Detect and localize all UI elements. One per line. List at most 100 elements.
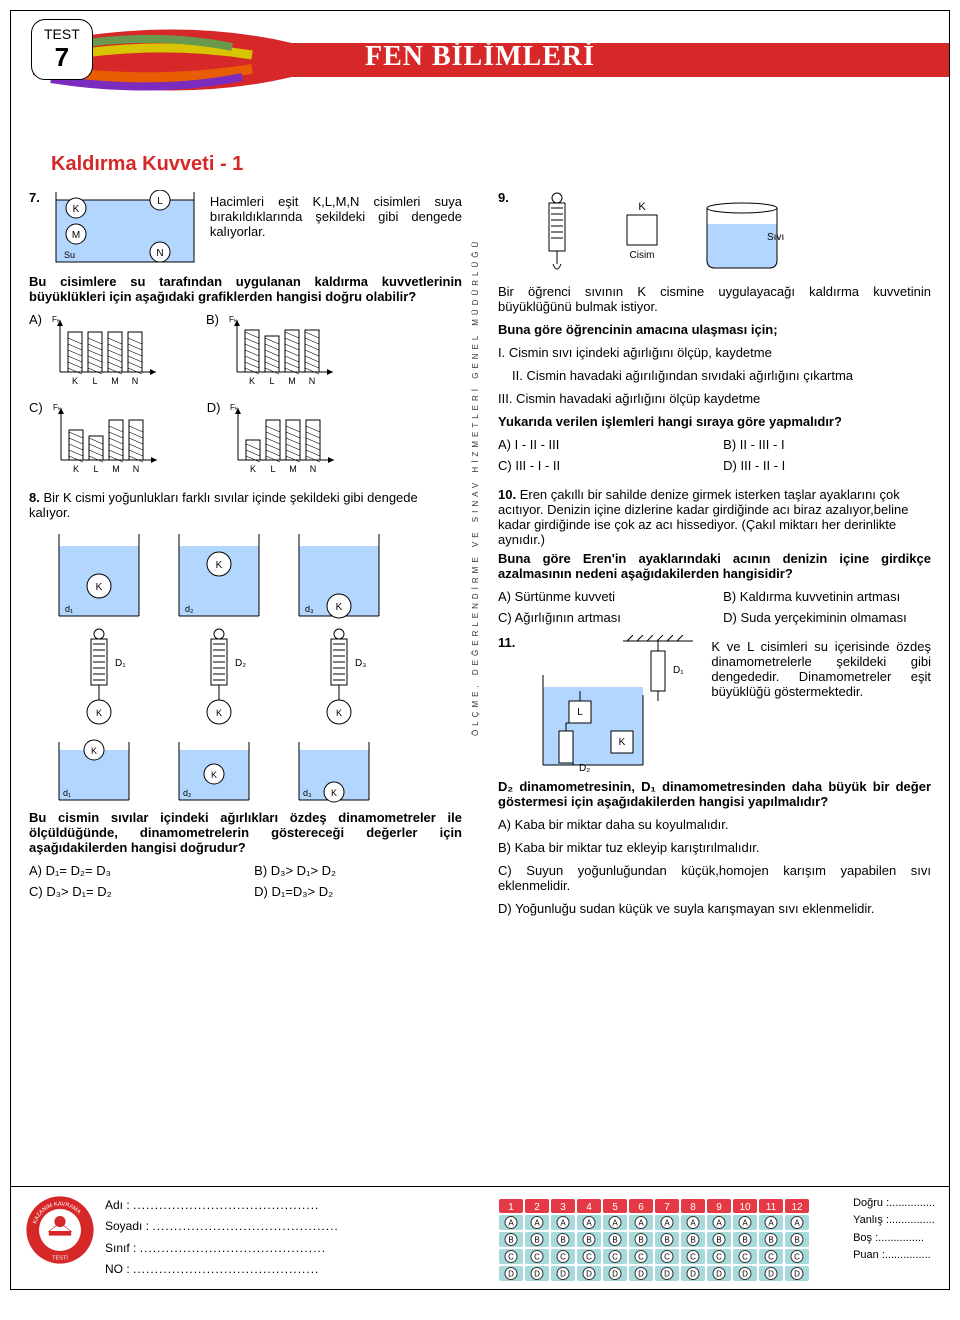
svg-text:d₁: d₁	[63, 788, 71, 798]
svg-text:L: L	[93, 464, 98, 474]
svg-text:B: B	[638, 1235, 643, 1244]
svg-text:K: K	[250, 464, 256, 474]
svg-text:K: K	[96, 708, 102, 718]
svg-text:N: N	[132, 376, 139, 386]
svg-text:B: B	[690, 1235, 695, 1244]
svg-text:B: B	[508, 1235, 513, 1244]
svg-text:K: K	[211, 770, 217, 780]
svg-text:10: 10	[740, 1202, 752, 1213]
header: TEST 7 FEN BİLİMLERİ	[11, 11, 949, 151]
svg-text:K: K	[73, 204, 80, 215]
q7-chart-A: A) FₖKLMN	[29, 312, 166, 392]
question-11: 11. D₁	[498, 635, 931, 916]
q11-figure: D₁ L K	[523, 635, 703, 775]
svg-text:Sıvı: Sıvı	[767, 232, 784, 243]
svg-text:C: C	[638, 1252, 644, 1261]
svg-text:A: A	[534, 1218, 540, 1227]
question-7: 7. K M L N Su Hacimleri eşit K	[29, 190, 462, 480]
svg-text:B: B	[742, 1235, 747, 1244]
svg-text:A: A	[794, 1218, 800, 1227]
svg-text:L: L	[271, 464, 276, 474]
svg-text:9: 9	[716, 1202, 722, 1213]
q7-chart-B: B) FₖKLMN	[206, 312, 343, 392]
q8-opt-B: B) D₃> D₁> D₂	[254, 863, 462, 878]
q11-intro: K ve L cisimleri su içerisinde özdeş din…	[711, 639, 931, 767]
svg-text:C: C	[690, 1252, 696, 1261]
svg-text:d₃: d₃	[305, 604, 314, 614]
q8-figure-dynos: KD₁KD₂KD₃	[29, 626, 409, 736]
q7-chart-C: C) FₖKLMN	[29, 400, 167, 480]
svg-text:B: B	[794, 1235, 799, 1244]
q11-opt-A: A) Kaba bir miktar daha su koyulmalıdır.	[498, 817, 931, 832]
answer-bubble-grid[interactable]: 123456789101112AAAAAAAAAAAABBBBBBBBBBBBC…	[493, 1195, 833, 1281]
q11-number: 11.	[498, 635, 515, 775]
svg-text:4: 4	[586, 1202, 592, 1213]
svg-text:M: M	[288, 376, 296, 386]
q7-number: 7.	[29, 190, 40, 205]
svg-text:D₂: D₂	[579, 763, 590, 774]
svg-text:D: D	[560, 1269, 566, 1278]
page-title: FEN BİLİMLERİ	[11, 41, 949, 73]
question-10: 10. Eren çakıllı bir sahilde denize girm…	[498, 487, 931, 625]
svg-text:M: M	[72, 230, 80, 241]
q10-opt-B: B) Kaldırma kuvvetinin artması	[723, 589, 931, 604]
q8-figure-beakers2: Kd₁ Kd₂ Kd₃	[29, 736, 409, 806]
svg-text:C: C	[742, 1252, 748, 1261]
svg-text:7: 7	[664, 1202, 670, 1213]
svg-text:M: M	[111, 376, 119, 386]
svg-text:D: D	[690, 1269, 696, 1278]
svg-text:K: K	[249, 376, 255, 386]
svg-text:K: K	[331, 788, 337, 798]
svg-text:L: L	[157, 196, 163, 207]
svg-text:12: 12	[792, 1202, 804, 1213]
svg-text:B: B	[664, 1235, 669, 1244]
svg-text:D: D	[612, 1269, 618, 1278]
question-9: 9. K Cisim	[498, 190, 931, 473]
svg-text:K: K	[91, 746, 97, 756]
topic-heading: Kaldırma Kuvveti - 1	[11, 151, 949, 184]
seal-icon: KAZANIM KAVRAMA TESTİ	[25, 1195, 95, 1265]
q10-opt-D: D) Suda yerçekiminin olmaması	[723, 610, 931, 625]
svg-text:L: L	[578, 707, 584, 718]
q11-q: D₂ dinamometresinin, D₁ dinamometresinde…	[498, 779, 931, 809]
svg-text:d₂: d₂	[183, 788, 192, 798]
svg-text:C: C	[716, 1252, 722, 1261]
q10-number: 10.	[498, 487, 516, 502]
q7-intro: Hacimleri eşit K,L,M,N cisimleri suya bı…	[210, 194, 462, 262]
svg-text:N: N	[132, 464, 139, 474]
svg-text:K: K	[72, 376, 78, 386]
q10-intro: Eren çakıllı bir sahilde denize girmek i…	[498, 487, 908, 547]
svg-text:B: B	[612, 1235, 617, 1244]
svg-text:A: A	[690, 1218, 696, 1227]
q8-opt-C: C) D₃> D₁= D₂	[29, 884, 237, 899]
svg-text:A: A	[612, 1218, 618, 1227]
svg-text:B: B	[560, 1235, 565, 1244]
svg-text:D: D	[716, 1269, 722, 1278]
svg-text:M: M	[112, 464, 120, 474]
q9-ii: II. Cismin havadaki ağırılığından sıvıda…	[498, 368, 931, 383]
q9-opt-C: C) III - I - II	[498, 458, 706, 473]
q8-opt-D: D) D₁=D₃> D₂	[254, 884, 462, 899]
q7-charts-row1: A) FₖKLMN B) FₖKLMN	[29, 312, 462, 392]
svg-text:Cisim: Cisim	[629, 250, 654, 261]
svg-text:A: A	[768, 1218, 774, 1227]
svg-text:Fₖ: Fₖ	[229, 315, 237, 324]
svg-text:d₃: d₃	[303, 788, 312, 798]
svg-text:C: C	[508, 1252, 514, 1261]
q8-question: Bu cismin sıvılar içindeki ağırlıkları ö…	[29, 810, 462, 855]
right-column: 9. K Cisim	[480, 184, 949, 930]
svg-text:11: 11	[766, 1202, 777, 1213]
q9-figure: K Cisim Sıvı	[517, 190, 797, 280]
svg-text:D: D	[794, 1269, 800, 1278]
svg-text:K: K	[96, 582, 103, 593]
columns: ÖLÇME, DEĞERLENDİRME VE SINAV HİZMETLERİ…	[11, 184, 949, 930]
q8-intro: Bir K cismi yoğunlukları farklı sıvılar …	[29, 490, 418, 520]
svg-text:Su: Su	[64, 250, 75, 260]
svg-text:D: D	[742, 1269, 748, 1278]
q9-opt-D: D) III - II - I	[723, 458, 931, 473]
svg-text:D₃: D₃	[355, 658, 366, 669]
footer: KAZANIM KAVRAMA TESTİ Adı : ............…	[11, 1186, 949, 1289]
q9-opt-A: A) I - II - III	[498, 437, 706, 452]
test-label: TEST	[44, 26, 80, 42]
svg-text:D: D	[664, 1269, 670, 1278]
